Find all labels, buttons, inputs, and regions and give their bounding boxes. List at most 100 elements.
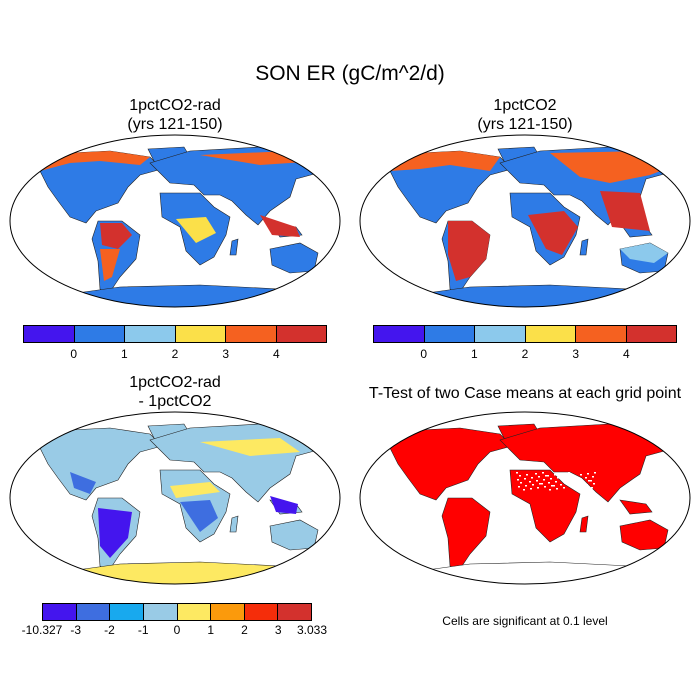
- nonsig-cell: [518, 486, 520, 488]
- panel-title-ctl: 1pctCO2 (yrs 121-150): [410, 96, 640, 134]
- panel-title-ctl-line1: 1pctCO2: [493, 97, 557, 114]
- continent-africa: [509, 469, 581, 543]
- colorbar-tick-label: -3: [70, 623, 82, 637]
- colorbar-tick-label: 3: [222, 347, 229, 361]
- nonsig-cell: [582, 488, 584, 490]
- colorbar-swatch: [24, 326, 75, 342]
- colorbar-swatch: [143, 604, 178, 620]
- nonsig-cell: [578, 478, 580, 480]
- cool-zone: [620, 243, 668, 263]
- colorbar-tick-label: 3.033: [296, 623, 328, 637]
- hot-zone: [100, 249, 120, 281]
- nonsig-cell: [592, 476, 594, 478]
- colorbar-tick-label: -1: [137, 623, 149, 637]
- hot-zone: [448, 221, 490, 281]
- panel-title-ttest-line1: T-Test of two Case means at each grid po…: [368, 385, 682, 402]
- colorbar-swatch: [278, 604, 311, 620]
- hot-zone: [528, 211, 578, 255]
- nonsig-cell: [545, 475, 547, 477]
- nonsig-cell: [541, 483, 543, 485]
- nonsig-cell: [590, 480, 592, 482]
- colorbar-swatch: [374, 326, 425, 342]
- nonsig-cell: [554, 474, 556, 476]
- nonsig-cell: [572, 486, 574, 488]
- nonsig-cell: [531, 477, 533, 479]
- nonsig-cell: [544, 486, 546, 488]
- neg-zone: [98, 508, 132, 558]
- nonsig-cell: [549, 489, 551, 491]
- colorbar-tick-label: 2: [521, 347, 529, 361]
- colorbar-ctl: [373, 325, 677, 343]
- panel-title-rad-line1: 1pctCO2-rad: [129, 97, 221, 114]
- colorbar-swatch: [576, 326, 627, 342]
- nonsig-cell: [516, 472, 518, 474]
- nonsig-cell: [547, 475, 549, 477]
- colorbar-swatch: [525, 326, 576, 342]
- nonsig-cell: [539, 483, 541, 485]
- nonsig-cell: [517, 479, 519, 481]
- nonsig-cell: [551, 485, 553, 487]
- pos-zone: [200, 438, 300, 456]
- map-border: [359, 134, 691, 308]
- panel-title-ctl-line2: (yrs 121-150): [477, 116, 573, 133]
- nonsig-cell: [573, 475, 575, 477]
- nonsig-cell: [563, 487, 565, 489]
- map-rad: [9, 134, 341, 308]
- colorbar-tick-label: 0: [173, 623, 181, 637]
- nonsig-cell: [524, 478, 526, 480]
- neg-zone: [270, 496, 298, 514]
- land-layer: [389, 423, 681, 584]
- neg-zone: [180, 500, 218, 532]
- colorbar-tick-label: 2: [241, 623, 248, 637]
- colorbar-swatch: [626, 326, 676, 342]
- colorbar-swatch: [424, 326, 475, 342]
- colorbar-rad: [23, 325, 327, 343]
- map-border: [9, 134, 341, 308]
- colorbar-swatch: [211, 604, 245, 620]
- colorbar-tick-label: 3: [274, 623, 282, 637]
- significance-note: Cells are significant at 0.1 level: [442, 614, 608, 628]
- colorbar-tick-label: 1: [470, 347, 478, 361]
- colorbar-swatch: [475, 326, 526, 342]
- colorbar-tick-label: 2: [171, 347, 179, 361]
- colorbar-swatch: [175, 326, 226, 342]
- colorbar-tick-label: 0: [420, 347, 427, 361]
- nonsig-cell: [569, 479, 571, 481]
- nonsig-cell: [550, 478, 552, 480]
- colorbar-swatch: [110, 604, 144, 620]
- nonsig-cell: [568, 472, 570, 474]
- nonsig-cell: [553, 485, 555, 487]
- nonsig-cell: [560, 484, 562, 486]
- nonsig-cell: [557, 477, 559, 479]
- continent-southAmerica: [441, 497, 491, 573]
- colorbar-tick-label: -10.327: [21, 623, 63, 637]
- colorbar-tick-label: 0: [70, 347, 77, 361]
- panel-title-diff: 1pctCO2-rad - 1pctCO2: [60, 373, 290, 411]
- nonsig-cell: [575, 489, 577, 491]
- map-ttest: [359, 411, 691, 585]
- map-diff: [9, 411, 341, 585]
- nonsig-cell: [593, 483, 595, 485]
- nonsig-cell: [526, 474, 528, 476]
- nonsig-cell: [520, 482, 522, 484]
- nonsig-cell: [588, 480, 590, 482]
- nonsig-cell: [580, 474, 582, 476]
- nonsig-cell: [561, 473, 563, 475]
- nonsig-cell: [529, 481, 531, 483]
- colorbar-diff: [42, 603, 312, 621]
- nonsig-cell: [537, 487, 539, 489]
- colorbar-swatch: [244, 604, 279, 620]
- nonsig-cell: [535, 473, 537, 475]
- nonsig-cell: [542, 472, 544, 474]
- nonsig-cell: [538, 476, 540, 478]
- nonsig-cell: [525, 485, 527, 487]
- continent-madagascar: [579, 238, 589, 256]
- nonsig-cell: [566, 476, 568, 478]
- nonsig-cell: [591, 487, 593, 489]
- continent-madagascar: [229, 515, 239, 533]
- nonsig-cell: [536, 480, 538, 482]
- nonsig-cell: [523, 489, 525, 491]
- nonsig-cell: [556, 488, 558, 490]
- colorbar-tick-label: 4: [622, 347, 630, 361]
- hot-zone: [600, 191, 650, 231]
